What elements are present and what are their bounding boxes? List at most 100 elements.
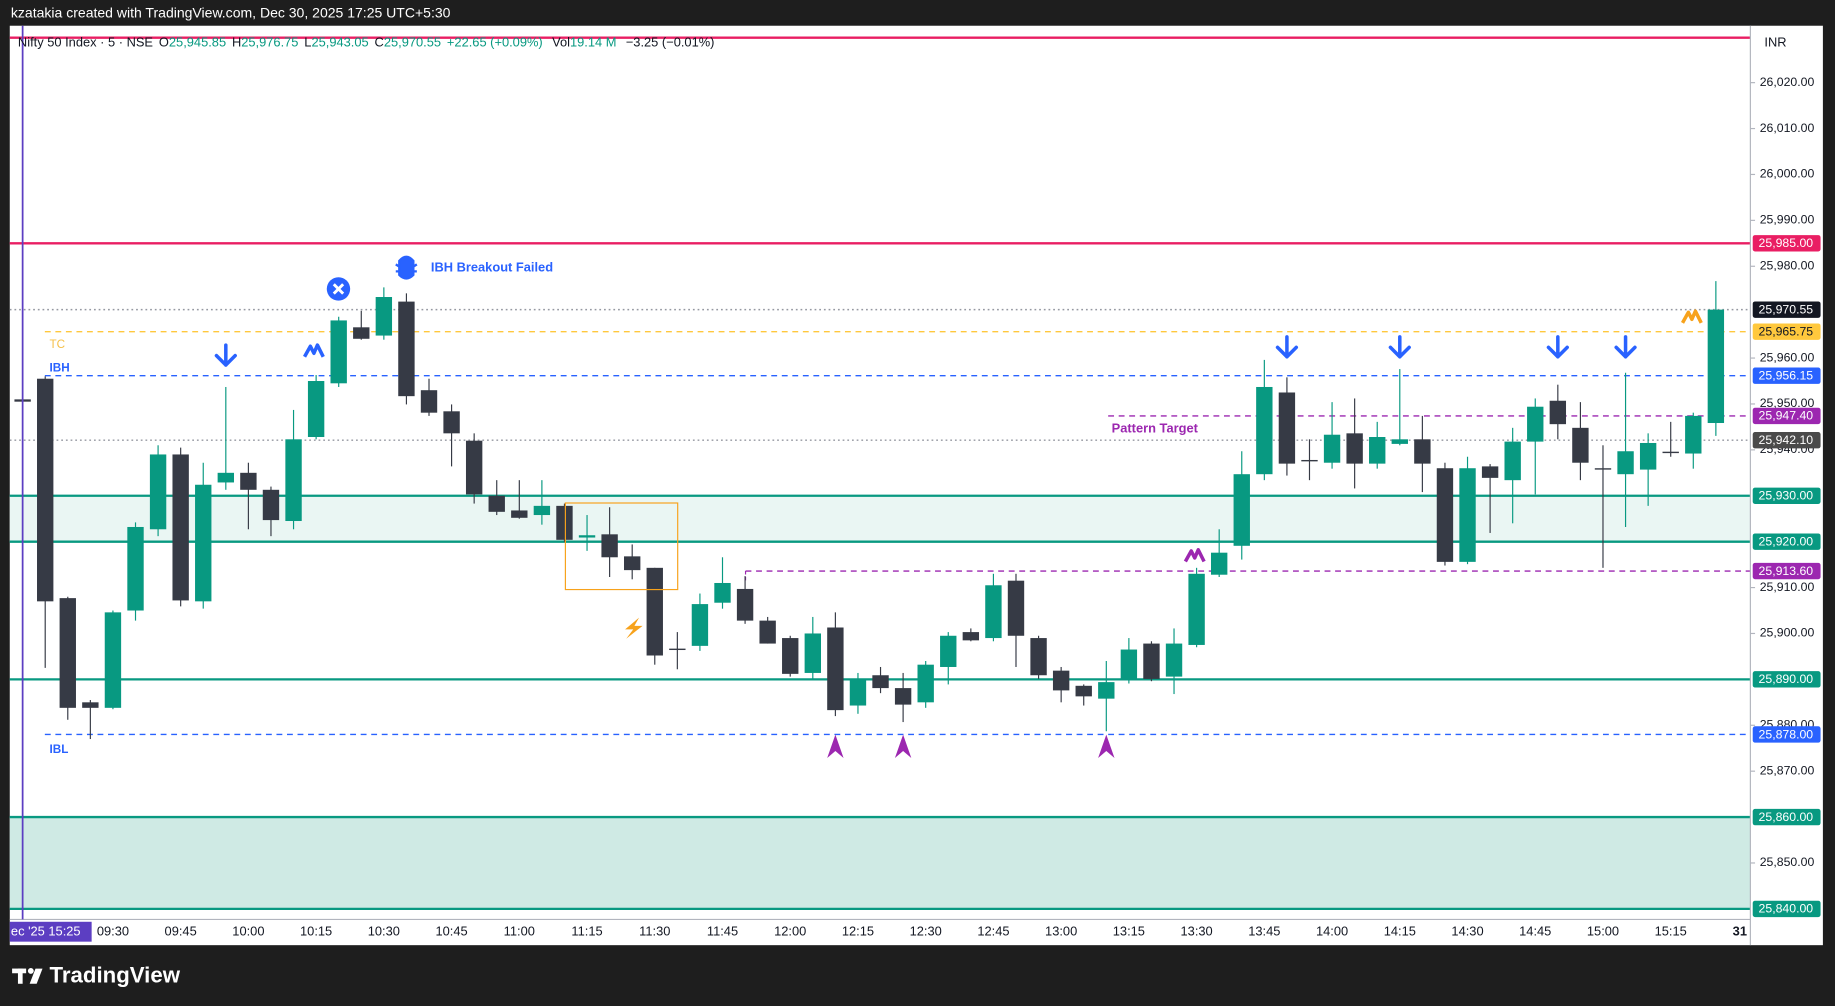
candle-body <box>646 567 663 656</box>
candle-body <box>37 378 54 602</box>
candle-body <box>1120 649 1138 679</box>
candle-body <box>217 472 235 483</box>
zone <box>9 817 1751 909</box>
candle-body <box>1617 451 1634 475</box>
candle-body <box>398 301 415 397</box>
plot-area <box>9 36 1751 911</box>
value: 25,945.85 <box>169 35 226 50</box>
price-badge-label: 25,965.75 <box>1759 325 1814 339</box>
x-tick-label: 09:45 <box>165 924 197 939</box>
candle-body <box>714 582 731 603</box>
candle-body <box>1504 441 1521 481</box>
volume: 19.14 M <box>570 35 616 50</box>
candle-body <box>1481 466 1499 478</box>
x-tick-label: 12:15 <box>842 924 874 939</box>
y-tick-label: 26,010.00 <box>1760 121 1815 135</box>
candle-body <box>1143 643 1160 679</box>
price-badge-label: 25,913.60 <box>1759 564 1814 578</box>
candle-body <box>601 534 618 558</box>
candle-body <box>556 505 573 540</box>
candle-body <box>511 510 528 518</box>
candle-body <box>285 439 302 522</box>
y-tick-label: 25,850.00 <box>1760 855 1815 869</box>
pattern-icon <box>1183 548 1206 563</box>
x-tick-label: 12:45 <box>977 924 1009 939</box>
price-badge-label: 25,970.55 <box>1759 302 1814 316</box>
candle-body <box>1572 427 1589 463</box>
x-tick-label: 13:45 <box>1248 924 1280 939</box>
price-badge-label: 25,878.00 <box>1759 727 1814 741</box>
buy-arrow <box>1098 734 1115 759</box>
symbol: Nifty 50 Index · 5 · NSE <box>18 35 153 50</box>
x-tick-label: 13:00 <box>1045 924 1077 939</box>
candle-body <box>917 664 934 703</box>
legend: Nifty 50 Index · 5 · NSE O25,945.85 H25,97… <box>18 35 715 50</box>
x-tick-label: 14:15 <box>1384 924 1416 939</box>
price-badge <box>1752 808 1821 826</box>
label: C <box>375 35 384 50</box>
candle-body <box>443 411 460 434</box>
candle-body <box>240 472 257 490</box>
y-tick-label: 25,990.00 <box>1760 213 1815 227</box>
price-badge-label: 25,956.15 <box>1759 369 1814 383</box>
candle-body <box>420 390 438 413</box>
candle-body <box>1165 643 1183 677</box>
currency: INR <box>1764 35 1786 50</box>
label: L <box>304 35 311 50</box>
y-tick-label: 25,950.00 <box>1760 396 1815 410</box>
candle-body <box>1391 439 1408 444</box>
tc-label: TC <box>50 338 66 351</box>
candle-body <box>894 688 912 705</box>
value: 25,943.05 <box>311 35 368 50</box>
candle-body <box>1639 442 1657 470</box>
sell-arrow <box>214 343 237 367</box>
y-tick-label: 26,000.00 <box>1760 167 1815 181</box>
price-badge <box>1752 562 1821 580</box>
candle-body <box>1188 573 1205 645</box>
candle-body <box>330 320 347 384</box>
price-badge <box>1752 432 1821 449</box>
x-tick-label: ec '25 15:25 <box>11 924 81 939</box>
candle-body <box>1007 580 1025 636</box>
label: H <box>232 35 241 50</box>
candle-body <box>872 675 889 689</box>
pattern-icon <box>1680 309 1703 324</box>
sell-arrow <box>1614 335 1637 359</box>
candle-body <box>1256 386 1273 475</box>
sell-arrow <box>1275 335 1299 359</box>
y-tick-label: 25,960.00 <box>1760 350 1815 364</box>
chart-panel <box>9 25 1823 946</box>
candle-body <box>1414 439 1431 464</box>
x-tick-label: 14:30 <box>1451 924 1483 939</box>
value: 25,976.75 <box>241 35 298 50</box>
price-badge <box>1752 301 1821 318</box>
candle-body <box>669 648 686 651</box>
x-tick-label: 12:00 <box>774 924 806 939</box>
price-badge-label: 25,920.00 <box>1759 535 1814 549</box>
cursor-time-badge <box>9 921 92 942</box>
candle-body <box>353 327 370 339</box>
candle-body <box>1052 670 1070 691</box>
x-tick-label: 11:30 <box>639 924 670 939</box>
candle-body <box>804 633 821 673</box>
candle-body <box>1685 415 1702 454</box>
candle-body <box>940 635 957 667</box>
x-tick-label: 15:00 <box>1587 924 1619 939</box>
change: −3.25 (−0.01%) <box>626 35 715 50</box>
price-badge <box>1752 367 1821 384</box>
price-badge-label: 25,947.40 <box>1759 409 1814 423</box>
price-badge-label: 25,860.00 <box>1759 810 1814 824</box>
buy-arrow <box>894 734 912 759</box>
x-tick-label: 14:45 <box>1519 924 1551 939</box>
candle-body <box>849 679 867 706</box>
x-tick-label: 31 <box>1733 924 1747 939</box>
price-badge-label: 25,840.00 <box>1759 902 1814 916</box>
price-badge <box>1752 726 1821 743</box>
sell-arrow <box>1546 335 1569 359</box>
bug-icon <box>395 255 418 280</box>
price-badge <box>1752 900 1821 918</box>
failed-icon-cross <box>332 283 345 295</box>
x-tick-label: 10:45 <box>435 924 467 939</box>
candle-body <box>172 454 189 601</box>
